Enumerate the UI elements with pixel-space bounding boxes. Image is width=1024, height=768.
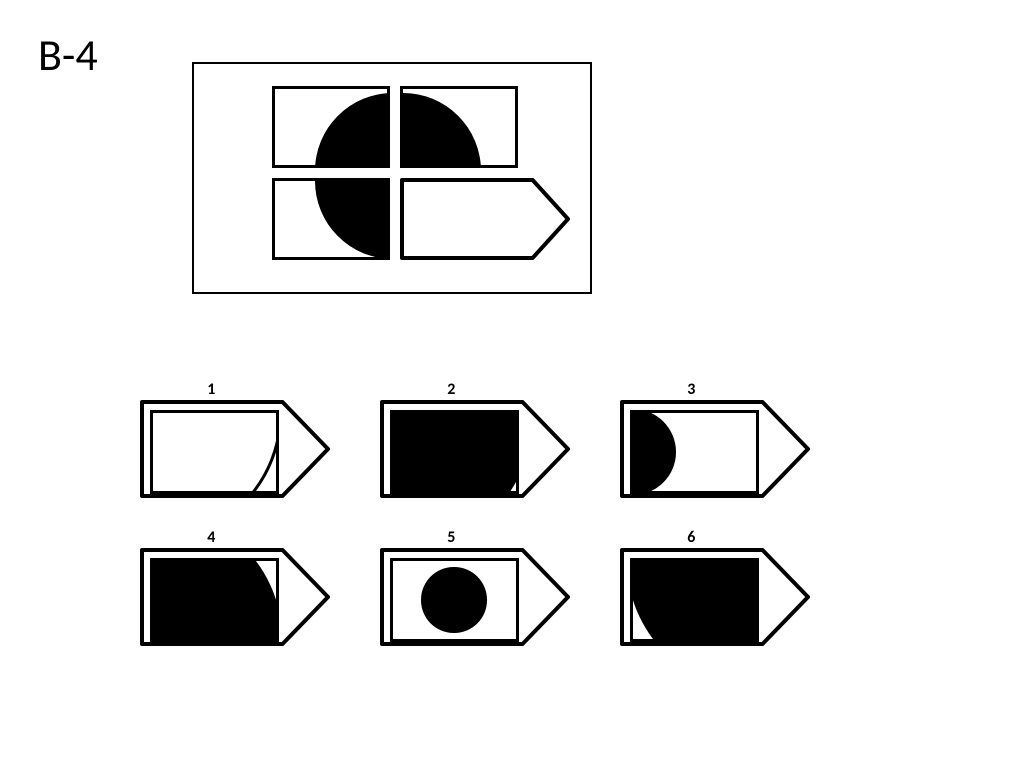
answer-option-1[interactable]: 1 (140, 400, 330, 498)
answer-label: 4 (140, 528, 283, 547)
page-title: B-4 (38, 28, 98, 82)
answer-inner (390, 558, 519, 642)
quarter-circle (400, 93, 481, 168)
answer-label: 2 (380, 380, 523, 399)
answer-inner (390, 410, 519, 494)
answer-option-3[interactable]: 3 (620, 400, 810, 498)
answer-inner (150, 558, 279, 642)
answer-option-5[interactable]: 5 (380, 548, 570, 646)
matrix-answer-slot (400, 178, 570, 260)
matrix-cell-top-right (400, 86, 518, 168)
main-matrix-panel (192, 62, 592, 294)
answer-option-2[interactable]: 2 (380, 400, 570, 498)
answer-inner (150, 410, 279, 494)
quarter-circle (315, 93, 390, 168)
answer-label: 3 (620, 380, 763, 399)
answer-option-4[interactable]: 4 (140, 548, 330, 646)
matrix-cell-bottom-left (272, 178, 390, 260)
answer-option-6[interactable]: 6 (620, 548, 810, 646)
answer-label: 6 (620, 528, 763, 547)
answer-options: 123456 (140, 380, 860, 700)
answer-label: 5 (380, 528, 523, 547)
answer-inner (630, 410, 759, 494)
answer-label: 1 (140, 380, 283, 399)
answer-inner (630, 558, 759, 642)
matrix-cell-top-left (272, 86, 390, 168)
quarter-circle (315, 178, 390, 259)
